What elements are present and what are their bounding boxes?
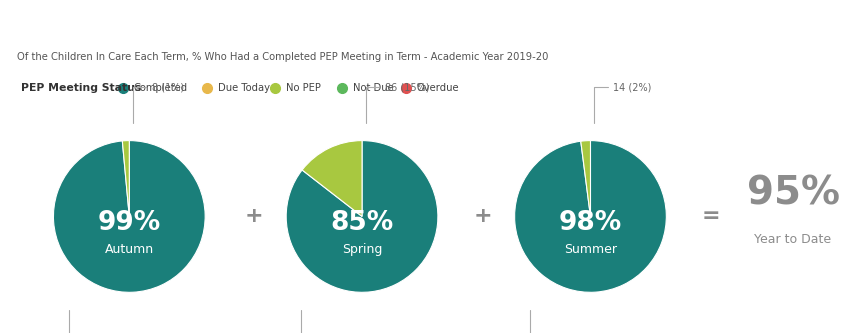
- Text: No PEP: No PEP: [285, 83, 320, 93]
- Text: Summer: Summer: [563, 243, 616, 256]
- Text: 8 (1%): 8 (1%): [133, 83, 184, 123]
- Text: 99%: 99%: [97, 209, 161, 235]
- Text: =: =: [701, 206, 720, 226]
- Text: Year to Date: Year to Date: [753, 233, 831, 246]
- Text: Not Due: Not Due: [353, 83, 393, 93]
- Wedge shape: [286, 141, 437, 292]
- Text: Of the Children In Care Each Term, % Who Had a Completed PEP Meeting in Term - A: Of the Children In Care Each Term, % Who…: [17, 52, 548, 62]
- Text: +: +: [473, 206, 492, 226]
- Wedge shape: [53, 141, 205, 292]
- Text: PEP Meetings: PEP Meetings: [367, 10, 494, 28]
- Text: 507 (85%): 507 (85%): [245, 310, 301, 333]
- Text: Completed: Completed: [133, 83, 188, 93]
- Wedge shape: [301, 141, 362, 216]
- Text: 98%: 98%: [558, 209, 622, 235]
- Text: 85%: 85%: [330, 209, 393, 235]
- Text: Overdue: Overdue: [416, 83, 459, 93]
- Text: PEP Meeting Status: PEP Meeting Status: [22, 83, 141, 93]
- Wedge shape: [122, 141, 129, 216]
- Wedge shape: [514, 141, 666, 292]
- Text: 672 (98%): 672 (98%): [473, 310, 530, 333]
- Text: 538 (99%): 538 (99%): [12, 310, 69, 333]
- Text: Autumn: Autumn: [105, 243, 153, 256]
- Text: Due Today: Due Today: [218, 83, 269, 93]
- Text: +: +: [245, 206, 263, 226]
- Wedge shape: [580, 141, 590, 216]
- Text: Spring: Spring: [342, 243, 381, 256]
- Text: 95%: 95%: [746, 174, 839, 212]
- Text: 86 (15%): 86 (15%): [365, 83, 429, 123]
- Text: 14 (2%): 14 (2%): [593, 83, 651, 123]
